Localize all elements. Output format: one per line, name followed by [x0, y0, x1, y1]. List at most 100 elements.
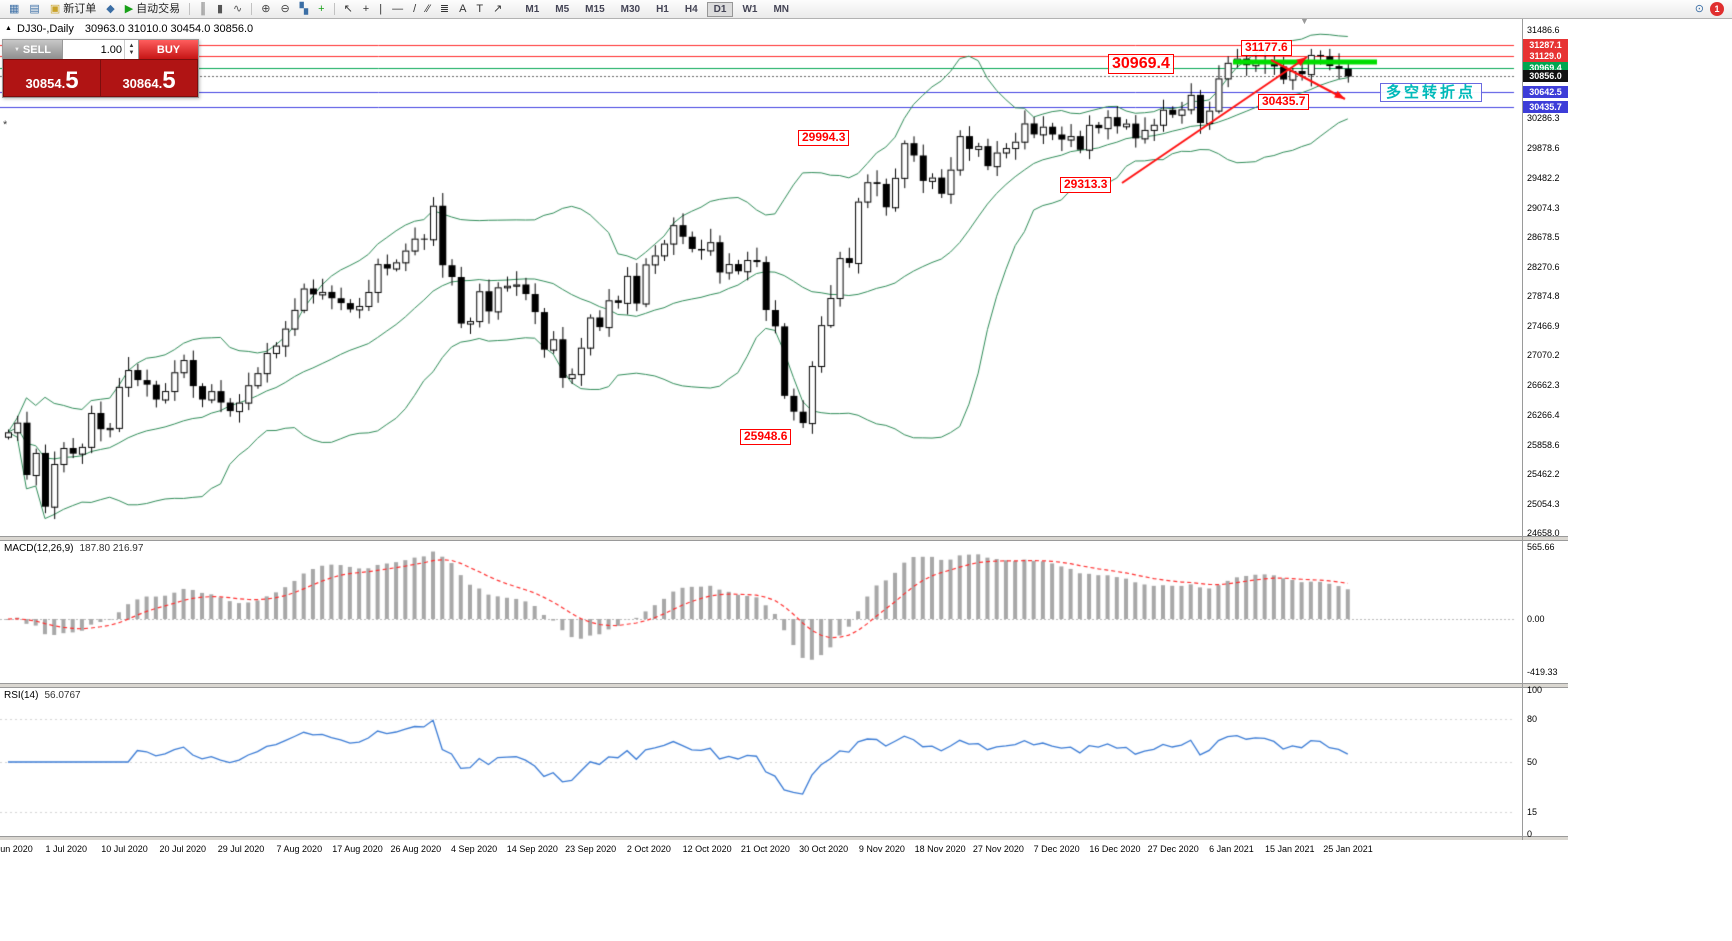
- toolbar-fibonacci-button[interactable]: ≣: [436, 0, 453, 18]
- rsi-name: RSI(14): [4, 690, 39, 701]
- timeframe-h4-button[interactable]: H4: [684, 3, 698, 15]
- annotation-turning-point[interactable]: 多空转折点: [1380, 83, 1483, 103]
- channel-icon: ⁄⁄: [426, 2, 430, 15]
- rsi-axis-tick: 0: [1527, 829, 1533, 839]
- sell-price-button[interactable]: 30854. 5: [3, 59, 100, 97]
- toolbar-crosshair-button[interactable]: +: [359, 0, 373, 18]
- rsi-axis-tick: 100: [1527, 685, 1543, 695]
- time-axis[interactable]: 22 Jun 2020 1 Jul 2020 10 Jul 2020 20 Jul 2…: [0, 840, 1568, 862]
- toolbar-algo-trading-button[interactable]: ▶ 自动交易: [121, 0, 184, 18]
- sell-button-label: SELL: [22, 43, 52, 56]
- price-tick: 27466.9: [1527, 321, 1560, 332]
- timeframe-m5-button[interactable]: M5: [555, 3, 570, 15]
- toolbar-zoom-in-button[interactable]: ⊕: [257, 0, 274, 18]
- sell-button[interactable]: ▼ SELL: [3, 40, 62, 59]
- date-label: 22 Jun 2020: [0, 844, 33, 854]
- toolbar-indicators-button[interactable]: +: [314, 0, 328, 18]
- annotation-price-293133[interactable]: 29313.3: [1060, 177, 1112, 193]
- price-tick: 29878.6: [1527, 143, 1560, 154]
- zoom-out-icon: ⊖: [280, 2, 290, 15]
- toolbar-candlestick-chart-button[interactable]: ▮: [213, 0, 227, 18]
- date-label: 1 Jul 2020: [45, 844, 88, 854]
- volume-up-icon[interactable]: ▲: [128, 42, 135, 49]
- timeframe-m15-button[interactable]: M15: [585, 3, 605, 15]
- notification-badge[interactable]: 1: [1710, 2, 1724, 16]
- date-label: 7 Dec 2020: [1033, 844, 1080, 854]
- annotation-price-[interactable]: ▼: [1300, 16, 1309, 26]
- rsi-axis-tick: 80: [1527, 713, 1538, 724]
- price-tick: 24658.0: [1527, 528, 1560, 538]
- date-label: 16 Dec 2020: [1089, 844, 1141, 854]
- price-tag: 30435.7: [1523, 101, 1568, 114]
- timeframe-m30-button[interactable]: M30: [620, 3, 641, 15]
- timeframe-mn-button[interactable]: MN: [773, 3, 790, 15]
- sell-price-pip: 5: [65, 67, 79, 95]
- date-label: 14 Sep 2020: [506, 844, 558, 854]
- toolbar-text-button[interactable]: A: [455, 0, 470, 18]
- volume-down-icon[interactable]: ▼: [128, 49, 135, 56]
- price-tick: 29482.2: [1527, 172, 1560, 183]
- date-label: 20 Jul 2020: [159, 844, 207, 854]
- toolbar-tile-windows-button[interactable]: ▚: [296, 0, 312, 18]
- buy-button[interactable]: BUY: [139, 40, 198, 59]
- rsi-panel-canvas[interactable]: [0, 688, 1522, 836]
- timeframe-w1-button[interactable]: W1: [742, 3, 758, 15]
- annotation-price-311776[interactable]: 31177.6: [1241, 40, 1292, 56]
- toolbar-zoom-out-button[interactable]: ⊖: [276, 0, 293, 18]
- one-click-dropdown-icon[interactable]: ▼: [13, 46, 20, 53]
- trendline-icon: /: [413, 2, 417, 15]
- date-label: 12 Oct 2020: [682, 844, 732, 854]
- toolbar-separator: [333, 3, 335, 15]
- toolbar-new-chart-button[interactable]: ▦: [5, 0, 23, 18]
- zoom-in-icon: ⊕: [261, 2, 271, 15]
- price-tick: 26266.4: [1527, 409, 1560, 420]
- macd-axis-tick: 565.66: [1527, 542, 1555, 552]
- price-tick: 30286.3: [1527, 113, 1560, 124]
- one-click-trading-panel: ▼ SELL ▲ ▼ BUY 30854.5 30864.5: [2, 39, 199, 98]
- volume-stepper[interactable]: ▲ ▼: [124, 40, 138, 59]
- annotation-price-309694[interactable]: 30969.4: [1108, 54, 1174, 75]
- toolbar-arrows-button[interactable]: ↗: [489, 0, 506, 18]
- annotation-price-299943[interactable]: 29994.3: [798, 130, 850, 146]
- date-label: 10 Jul 2020: [101, 844, 148, 854]
- horizontal-line-icon: —: [392, 2, 404, 15]
- macd-splitter[interactable]: [0, 536, 1568, 541]
- toolbar-trendline-button[interactable]: /: [409, 0, 420, 18]
- annotation-price-[interactable]: *: [3, 119, 8, 131]
- toolbar-bar-chart-button[interactable]: ║: [195, 0, 211, 18]
- date-label: 2 Oct 2020: [626, 844, 671, 854]
- buy-price-pip: 5: [162, 67, 176, 95]
- price-tag: 30856.0: [1523, 70, 1568, 83]
- toolbar-line-chart-button[interactable]: ∿: [229, 0, 246, 18]
- toolbar-market-watch-button[interactable]: ◆: [102, 0, 118, 18]
- price-tick: 25054.3: [1527, 498, 1560, 509]
- price-axis-border: [1522, 19, 1523, 841]
- date-label: 6 Jan 2021: [1209, 844, 1254, 854]
- timeframe-d1-button[interactable]: D1: [706, 1, 734, 17]
- toolbar-profiles-button[interactable]: ▤: [25, 0, 43, 18]
- price-tick: 29074.3: [1527, 202, 1560, 213]
- algo-trading-icon: ▶: [124, 2, 134, 15]
- toolbar-text-label-button[interactable]: T: [472, 0, 487, 18]
- annotation-price-304357[interactable]: 30435.7: [1258, 94, 1310, 110]
- toolbar-vertical-line-button[interactable]: |: [375, 0, 386, 18]
- timeframe-m1-button[interactable]: M1: [525, 3, 540, 15]
- toolbar-horizontal-line-button[interactable]: —: [388, 0, 407, 18]
- timeframe-h1-button[interactable]: H1: [656, 3, 669, 15]
- toolbar-new-order-button[interactable]: ▣ 新订单: [46, 0, 100, 18]
- price-tick: 28270.6: [1527, 261, 1560, 272]
- profiles-icon: ▤: [29, 2, 40, 15]
- annotation-price-259486[interactable]: 25948.6: [740, 429, 792, 445]
- date-label: 17 Aug 2020: [332, 844, 383, 854]
- toolbar-channel-button[interactable]: ⁄⁄: [422, 0, 434, 18]
- volume-input[interactable]: [63, 43, 124, 56]
- macd-panel-canvas[interactable]: [0, 541, 1522, 683]
- sell-price: 30854.: [25, 76, 66, 92]
- support-icon[interactable]: ⊙: [1694, 2, 1704, 15]
- buy-price-button[interactable]: 30864. 5: [100, 59, 198, 97]
- market-watch-icon: ◆: [106, 2, 115, 15]
- macd-axis-tick: -419.33: [1527, 667, 1558, 678]
- toolbar-cursor-button[interactable]: ↖: [340, 0, 357, 18]
- rsi-splitter[interactable]: [0, 683, 1568, 688]
